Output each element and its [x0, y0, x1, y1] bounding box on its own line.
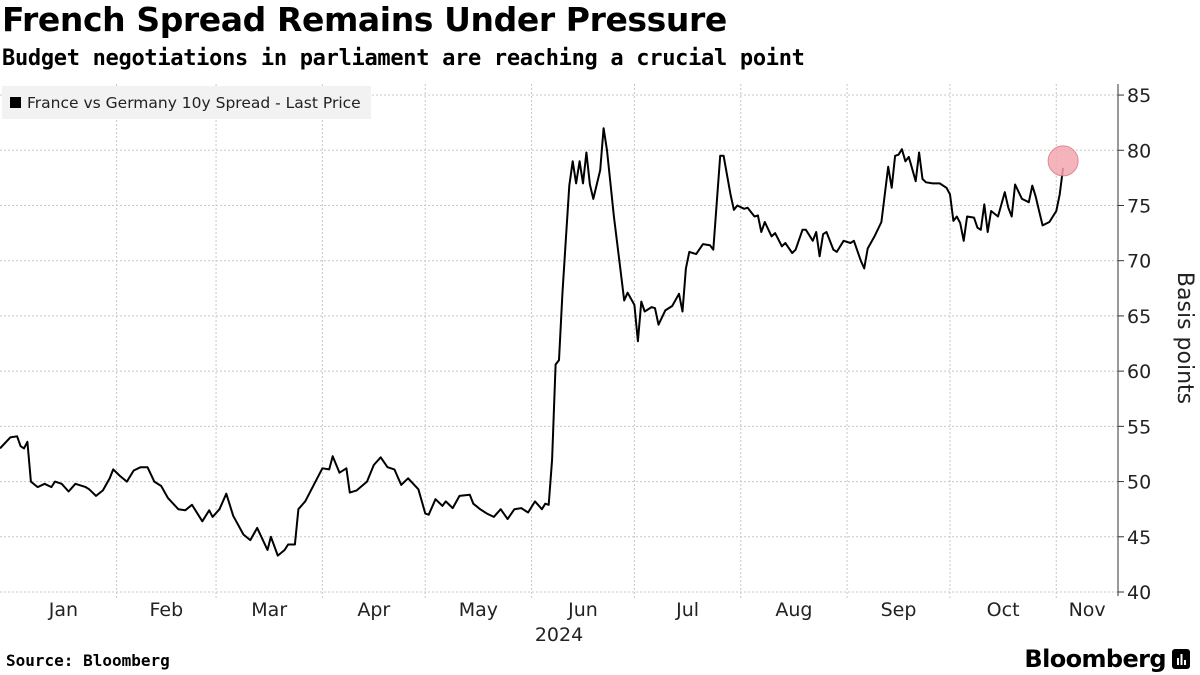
- y-tick-label: 40: [1127, 582, 1151, 604]
- y-tick-label: 45: [1127, 527, 1151, 549]
- x-tick-label: Jun: [567, 599, 598, 621]
- y-tick-label: 70: [1127, 251, 1151, 273]
- chart-title: French Spread Remains Under Pressure: [2, 0, 727, 39]
- y-tick-label: 60: [1127, 361, 1151, 383]
- x-tick-label: Sep: [881, 599, 917, 621]
- series: [0, 127, 1079, 557]
- y-axis: 40 45 50 55 60 65 70 75 80 85: [1117, 84, 1151, 604]
- x-tick-label: Apr: [357, 599, 390, 621]
- x-tick-label: Mar: [251, 599, 287, 621]
- y-tick-label: 65: [1127, 306, 1151, 328]
- spread-line: [0, 127, 1065, 557]
- legend-label: France vs Germany 10y Spread - Last Pric…: [27, 93, 361, 112]
- source-note: Source: Bloomberg: [6, 651, 170, 670]
- y-axis-label: Basis points: [1172, 272, 1197, 404]
- x-tick-label: Feb: [150, 599, 184, 621]
- y-tick-label: 80: [1127, 140, 1151, 162]
- legend-swatch: [10, 97, 21, 108]
- bloomberg-logo: Bloomberg: [1024, 645, 1190, 673]
- last-point-marker: [1047, 145, 1079, 177]
- legend: France vs Germany 10y Spread - Last Pric…: [2, 86, 371, 119]
- x-tick-label: May: [459, 599, 498, 621]
- chart-subtitle: Budget negotiations in parliament are re…: [2, 46, 805, 71]
- y-tick-label: 50: [1127, 472, 1151, 494]
- bloomberg-badge-icon: [1172, 649, 1190, 669]
- y-tick-label: 55: [1127, 416, 1151, 438]
- x-tick-label: Jan: [48, 599, 78, 621]
- x-tick-label: Oct: [987, 599, 1020, 621]
- x-axis-year-label: 2024: [535, 624, 583, 646]
- x-tick-label: Nov: [1069, 599, 1106, 621]
- x-tick-label: Aug: [775, 599, 812, 621]
- brand-name: Bloomberg: [1024, 645, 1166, 673]
- x-axis: Jan Feb Mar Apr May Jun Jul Aug Sep Oct Nov: [48, 599, 1106, 621]
- y-tick-label: 75: [1127, 195, 1151, 217]
- x-tick-label: Jul: [675, 599, 699, 621]
- y-tick-label: 85: [1127, 85, 1151, 107]
